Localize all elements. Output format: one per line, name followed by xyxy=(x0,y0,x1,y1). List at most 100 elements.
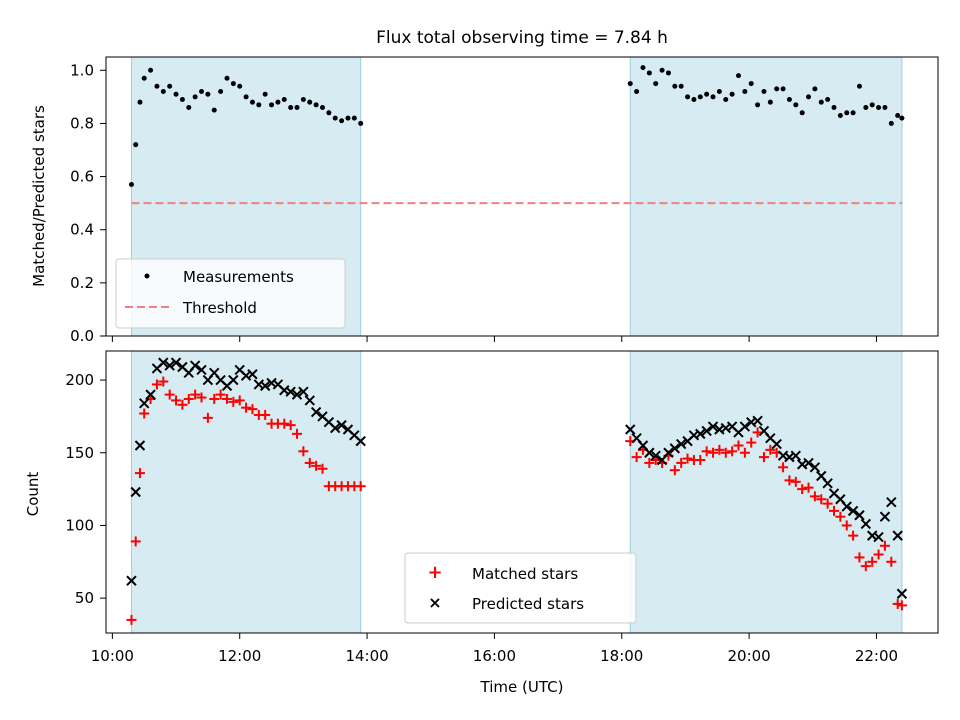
predicted-star-point xyxy=(771,438,782,450)
measurement-point xyxy=(844,110,850,116)
matched-star-point xyxy=(292,428,303,439)
matched-star-point xyxy=(298,446,309,457)
measurement-point xyxy=(825,97,831,103)
measurement-point xyxy=(148,67,154,73)
x-tick-label: 20:00 xyxy=(727,647,770,665)
measurement-point xyxy=(685,94,691,100)
predicted-star-point xyxy=(663,447,674,458)
x-tick-label: 16:00 xyxy=(473,647,516,665)
measurement-point xyxy=(876,104,882,110)
top-legend: Measurements Threshold xyxy=(115,258,346,329)
legend-label-predicted: Predicted stars xyxy=(472,595,584,613)
matched-star-point xyxy=(733,440,744,451)
top-legend-box xyxy=(115,258,346,329)
measurement-point xyxy=(761,89,767,95)
predicted-star-point xyxy=(675,438,687,450)
measurement-point xyxy=(345,115,351,121)
legend-marker-matched: + xyxy=(427,562,442,583)
measurement-point xyxy=(735,73,741,79)
matched-star-point xyxy=(126,614,137,625)
predicted-star-point xyxy=(138,398,150,409)
bottom-legend-box xyxy=(404,552,637,624)
legend-marker-predicted: × xyxy=(428,593,441,612)
matched-star-point xyxy=(134,468,145,479)
x-tick-label: 10:00 xyxy=(91,647,134,665)
measurement-point xyxy=(237,83,243,89)
matched-star-point xyxy=(708,447,719,458)
top-panel: 0.0 0.2 0.4 0.6 0.8 1.0 Matched/Predicted sta… xyxy=(30,56,939,345)
y-tick-label: 0.4 xyxy=(70,221,94,239)
measurement-point xyxy=(313,102,319,108)
x-tick-label: 18:00 xyxy=(600,647,643,665)
matched-star-point xyxy=(720,447,731,458)
predicted-star-point xyxy=(170,357,182,368)
bottom-y-axis-label: Count xyxy=(24,472,42,517)
measurement-point xyxy=(806,94,812,100)
predicted-star-point xyxy=(860,518,872,530)
measurement-point xyxy=(729,91,735,97)
matched-star-point xyxy=(190,389,201,400)
y-tick-label: 100 xyxy=(65,516,94,534)
predicted-star-point xyxy=(886,496,897,508)
measurement-point xyxy=(300,97,306,103)
matched-star-point xyxy=(676,457,687,468)
measurement-point xyxy=(799,110,805,116)
measurement-point xyxy=(672,83,678,89)
measurement-point xyxy=(160,89,166,95)
legend-marker-measurements xyxy=(144,273,150,279)
matched-star-point xyxy=(151,379,162,390)
matched-star-point xyxy=(746,437,757,448)
top-panel-frame xyxy=(105,56,939,337)
matched-star-point xyxy=(631,452,642,463)
measurement-point xyxy=(793,102,799,108)
matched-star-point xyxy=(797,484,808,495)
matched-star-point xyxy=(171,395,182,406)
predicted-star-point xyxy=(126,575,137,586)
matched-star-point xyxy=(822,498,833,509)
bottom-panel-frame xyxy=(105,350,939,634)
y-tick-label: 0.2 xyxy=(70,274,94,292)
measurement-point xyxy=(326,110,332,116)
matched-star-point xyxy=(714,444,725,455)
matched-star-point xyxy=(886,556,897,567)
measurement-point xyxy=(882,104,888,110)
predicted-star-point xyxy=(701,425,712,437)
predicted-star-point xyxy=(298,386,309,397)
measurement-point xyxy=(888,120,894,126)
matched-star-point xyxy=(682,453,693,464)
measurement-point xyxy=(704,91,710,97)
matched-star-point xyxy=(158,376,169,387)
matched-star-point xyxy=(644,457,655,468)
matched-star-point xyxy=(196,392,207,403)
y-tick-label: 0.6 xyxy=(70,168,94,186)
measurement-point xyxy=(192,94,198,100)
measurement-point xyxy=(634,89,640,95)
predicted-star-point xyxy=(355,435,366,447)
matched-star-point xyxy=(260,409,271,420)
measurement-point xyxy=(281,97,287,103)
matched-star-point xyxy=(695,455,706,466)
predicted-star-point xyxy=(822,478,833,489)
predicted-star-point xyxy=(752,415,763,426)
matched-star-point xyxy=(860,561,871,572)
matched-star-point xyxy=(209,393,220,404)
matched-star-point xyxy=(727,446,738,457)
measurement-point xyxy=(710,94,716,100)
measurement-point xyxy=(755,102,761,108)
observing-window-2 xyxy=(629,56,903,337)
predicted-star-point xyxy=(739,421,751,432)
x-tick-label: 22:00 xyxy=(855,647,898,665)
predicted-star-point xyxy=(879,511,891,522)
predicted-star-point xyxy=(803,457,814,469)
predicted-star-point xyxy=(134,440,146,451)
matched-star-point xyxy=(848,530,859,541)
predicted-star-point xyxy=(669,443,681,454)
chart-title: Flux total observing time = 7.84 h xyxy=(376,28,668,48)
y-tick-label: 0.0 xyxy=(70,327,94,345)
measurement-point xyxy=(275,99,281,105)
measurement-point xyxy=(294,104,300,110)
measurement-point xyxy=(767,99,773,105)
matched-star-point xyxy=(867,556,878,567)
matched-star-point xyxy=(896,600,907,611)
